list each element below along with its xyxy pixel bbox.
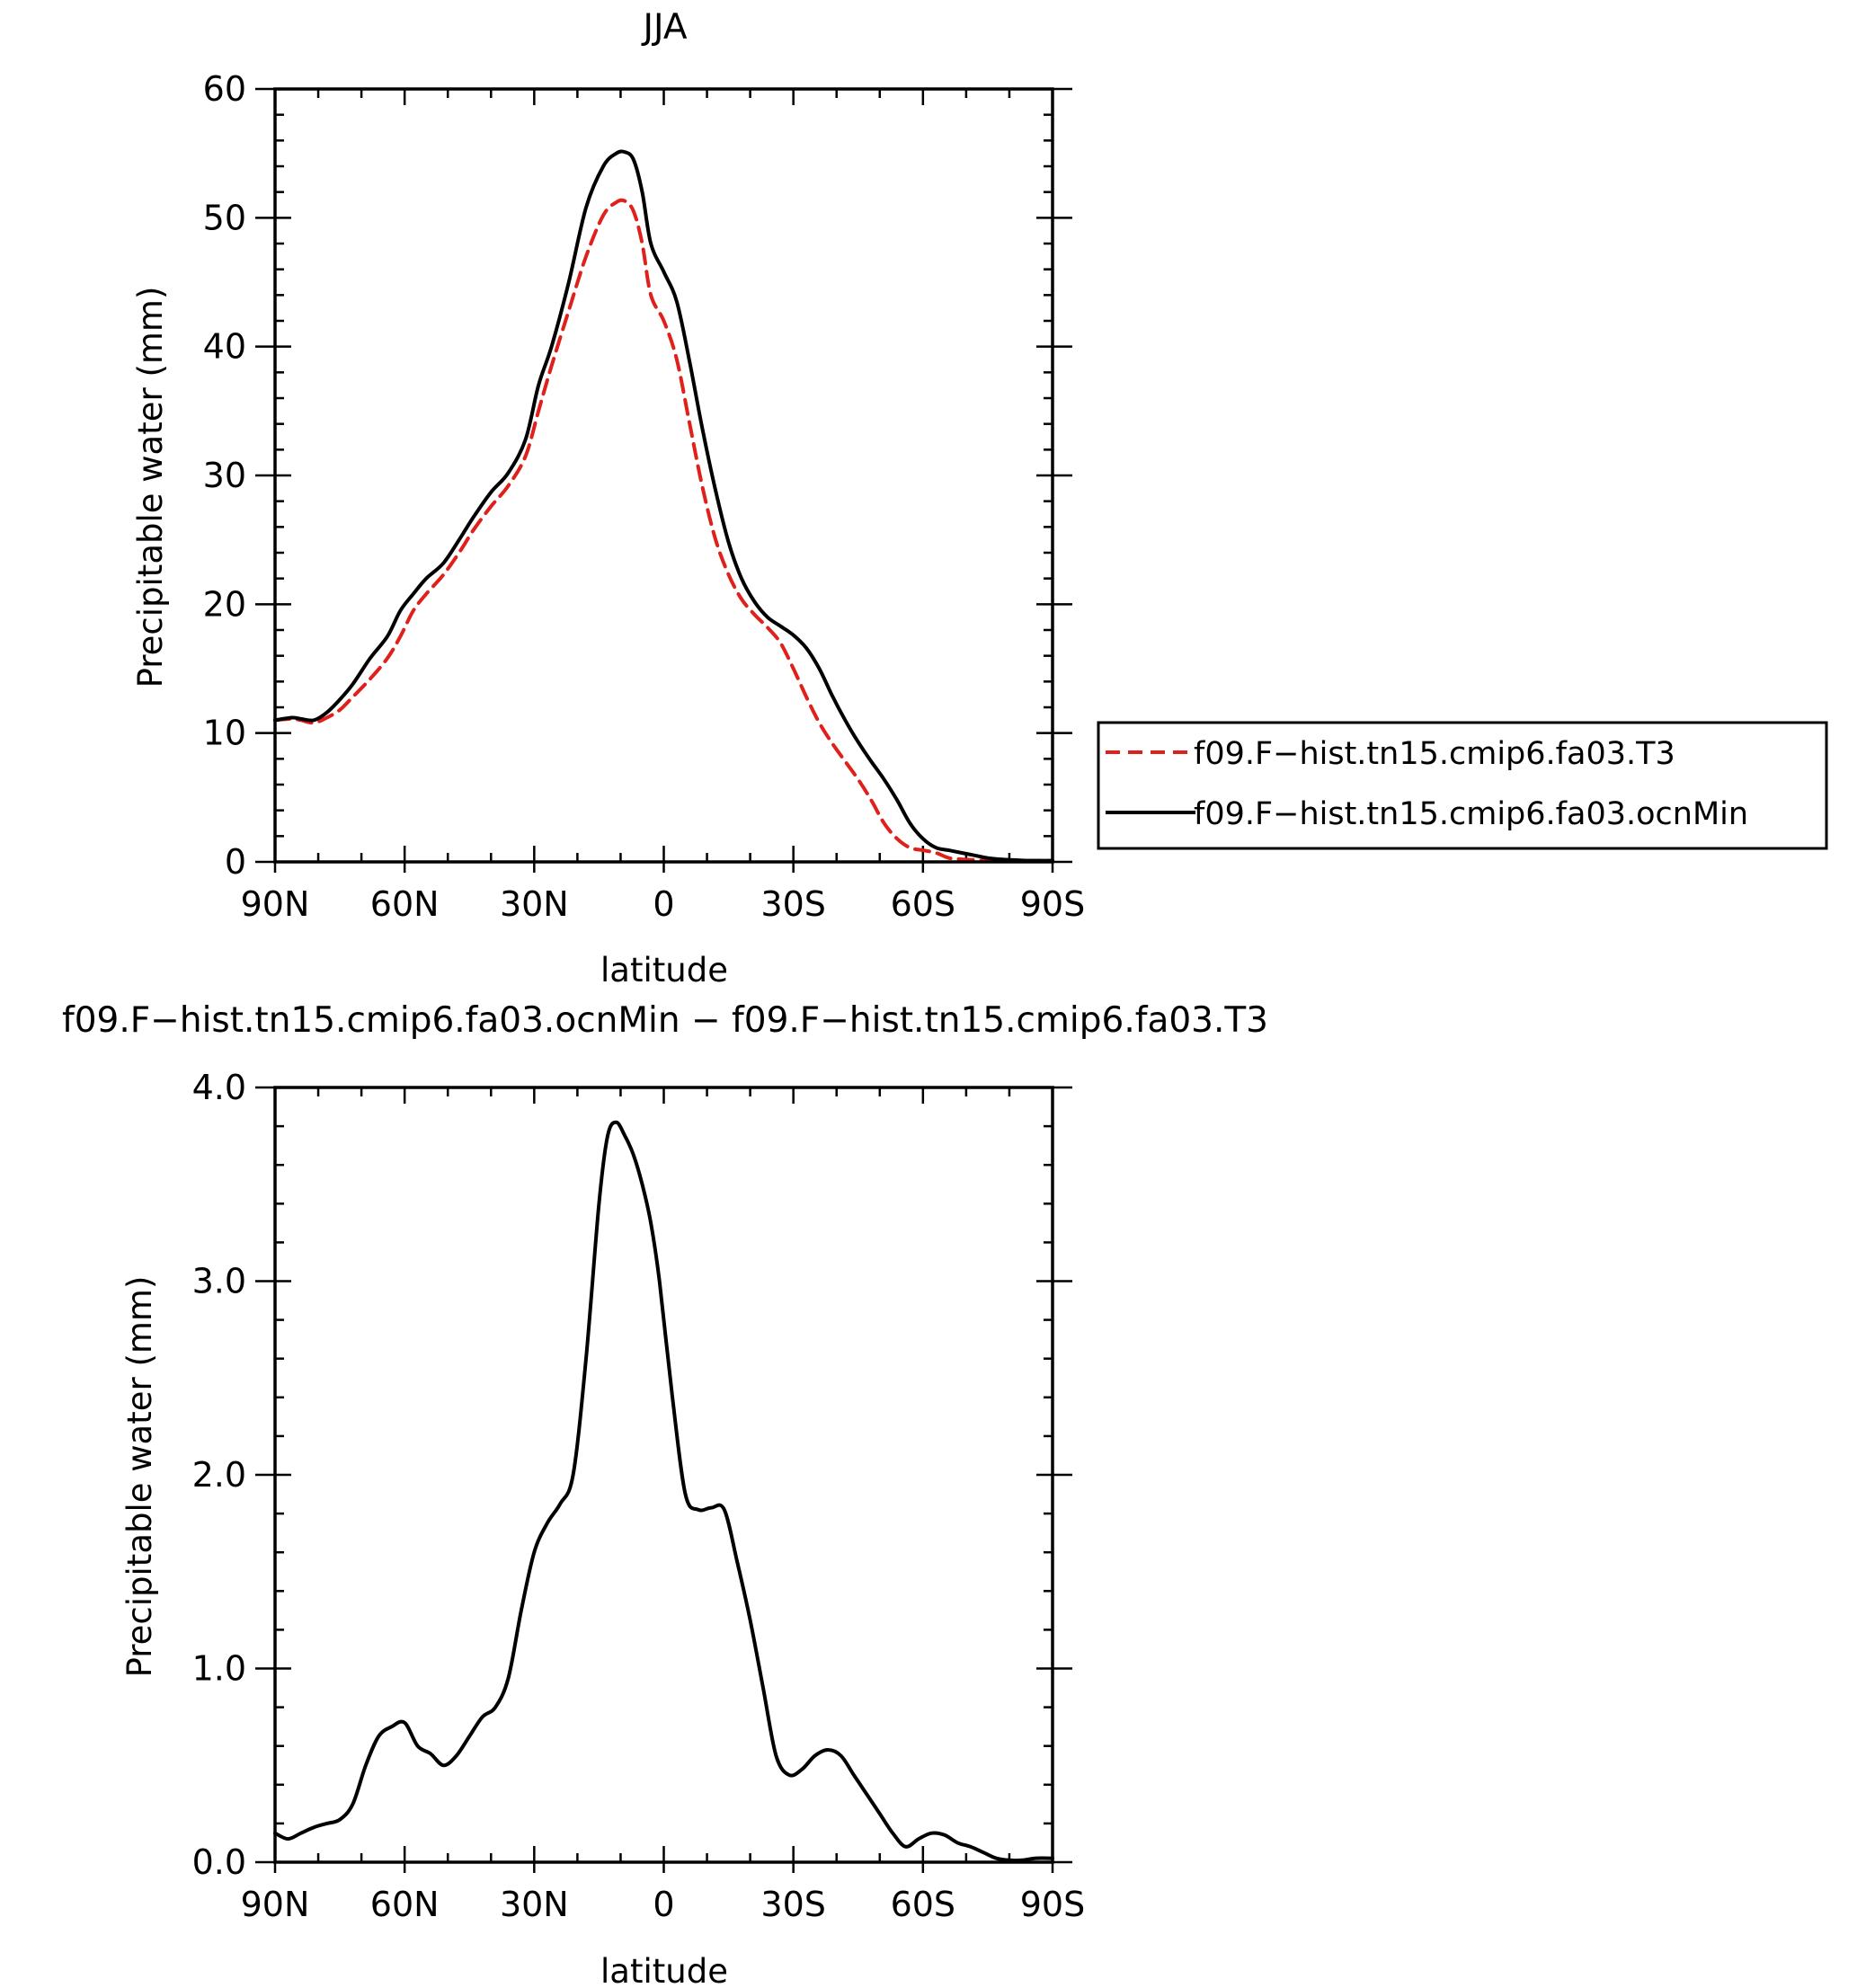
top-plot-frame [273,87,1054,864]
bottom-chart-title: f09.F−hist.tn15.cmip6.fa03.ocnMin − f09.… [62,1000,1268,1041]
top-series-line-1 [273,198,1054,863]
x-tick-label: 90N [241,884,310,924]
x-tick-label: 90S [1020,884,1085,924]
top-y-axis-label: Precipitable water (mm) [131,287,170,688]
chart-bottom: f09.F−hist.tn15.cmip6.fa03.ocnMin − f09.… [62,1000,1268,1988]
y-tick-label: 4.0 [192,1068,246,1107]
bottom-series-lines [273,1120,1054,1863]
y-tick-label: 1.0 [192,1649,246,1689]
top-series-lines [273,149,1054,863]
bottom-y-axis-label: Precipitable water (mm) [120,1276,159,1678]
legend-label-series-2: f09.F−hist.tn15.cmip6.fa03.ocnMin [1194,796,1748,832]
y-tick-label: 50 [203,198,246,237]
x-tick-label: 0 [653,884,674,924]
bottom-tick-labels: 90N 60N 30N 0 30S 60S 90S 0.0 1.0 2.0 3.0 4.0 [192,1068,1086,1924]
bottom-series-line-1 [273,1120,1054,1863]
x-tick-label: 60S [891,1885,955,1924]
chart-top: JJA latitude Precipitable water (mm) 90N… [131,7,1828,990]
y-tick-label: 2.0 [192,1455,246,1495]
legend-box [1097,721,1828,850]
top-chart-title: JJA [641,7,688,48]
y-tick-label: 10 [203,714,246,753]
y-tick-label: 20 [203,584,246,624]
x-tick-label: 60N [370,884,440,924]
x-tick-label: 30S [760,1885,825,1924]
y-tick-label: 40 [203,327,246,367]
x-tick-label: 30N [500,1885,569,1924]
bottom-x-axis-label: latitude [600,1952,728,1988]
legend: f09.F−hist.tn15.cmip6.fa03.T3 f09.F−hist… [1097,721,1828,850]
x-tick-label: 0 [653,1885,674,1924]
top-tick-labels: 90N 60N 30N 0 30S 60S 90S 0 10 20 30 40 50 60 [203,69,1086,924]
y-tick-label: 30 [203,456,246,495]
x-tick-label: 30S [760,884,825,924]
y-tick-label: 0.0 [192,1842,246,1882]
bottom-plot-frame [273,1086,1054,1864]
x-tick-label: 30N [500,884,569,924]
x-tick-label: 60S [891,884,955,924]
top-series-line-2 [273,149,1054,863]
x-tick-label: 60N [370,1885,440,1924]
y-tick-label: 60 [203,69,246,109]
x-tick-label: 90N [241,1885,310,1924]
top-x-axis-label: latitude [600,951,728,990]
y-tick-label: 0 [225,842,246,882]
legend-label-series-1: f09.F−hist.tn15.cmip6.fa03.T3 [1194,736,1675,772]
x-tick-label: 90S [1020,1885,1085,1924]
y-tick-label: 3.0 [192,1262,246,1301]
